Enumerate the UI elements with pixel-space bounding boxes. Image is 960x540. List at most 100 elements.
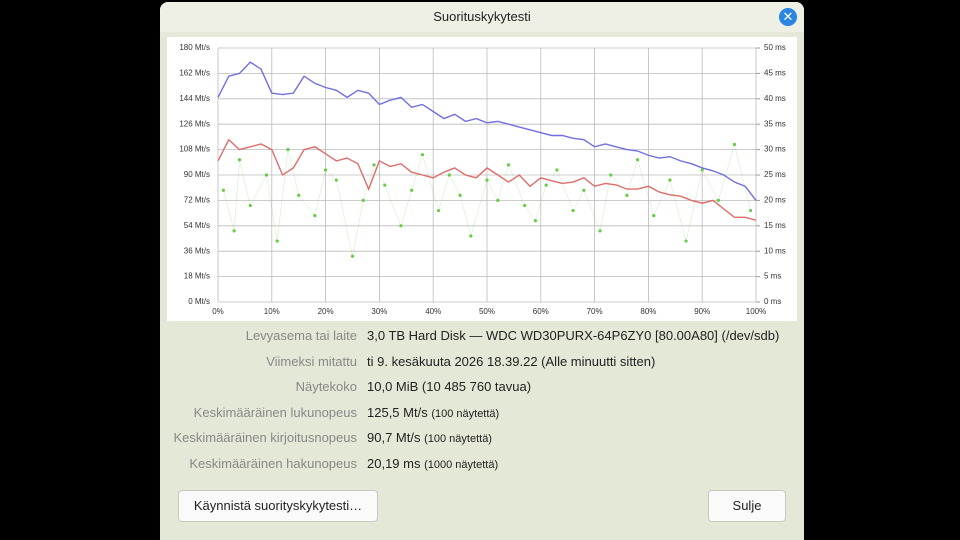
seek-point — [749, 208, 753, 213]
y2-tick-label: 0 ms — [764, 297, 781, 306]
close-icon[interactable]: ✕ — [779, 8, 797, 26]
seek-point — [523, 203, 527, 208]
seek-point — [625, 193, 629, 197]
info-value: 125,5 Mt/s — [367, 404, 428, 420]
x-tick-label: 20% — [318, 307, 334, 316]
start-button[interactable]: Käynnistä suorityskykytesti… — [178, 490, 378, 522]
y-tick-label: 36 Mt/s — [184, 246, 210, 255]
seek-point — [652, 214, 656, 218]
seek-point — [313, 214, 317, 218]
seek-point — [436, 208, 441, 213]
info-value-wrap: 125,5 Mt/s (100 näytettä) — [367, 405, 499, 420]
seek-point — [221, 188, 225, 192]
seek-point — [458, 193, 462, 197]
info-value-wrap: 20,19 ms (1000 näytettä) — [367, 456, 498, 471]
seek-point — [571, 208, 575, 213]
dialog-title: Suorituskykytesti — [433, 9, 531, 24]
x-tick-label: 80% — [640, 307, 656, 316]
seek-point — [420, 153, 425, 157]
seek-point — [372, 163, 376, 167]
info-note: (100 näytettä) — [431, 407, 500, 420]
info-value-wrap: 90,7 Mt/s (100 näytettä) — [367, 430, 492, 445]
info-label: Keskimääräinen hakunopeus — [189, 456, 357, 471]
y2-tick-label: 40 ms — [764, 94, 786, 103]
y2-tick-label: 45 ms — [764, 69, 786, 78]
x-tick-label: 70% — [587, 307, 603, 316]
y-tick-label: 72 Mt/s — [184, 196, 210, 205]
seek-trace — [223, 143, 751, 257]
rate-line — [217, 61, 757, 201]
dialog: Suorituskykytesti ✕ 0 Mt/s 18 Mt/s 36 Mt/s… — [160, 2, 804, 540]
y2-tick-label: 5 ms — [764, 272, 781, 281]
x-tick-label: 60% — [533, 307, 549, 316]
info-note: (100 näytettä) — [424, 433, 492, 446]
seek-point — [533, 219, 538, 223]
seek-point — [410, 188, 414, 192]
info-value: 20,19 ms — [367, 456, 421, 471]
info-label: Keskimääräinen kirjoitusnopeus — [173, 430, 357, 446]
chart: 0 Mt/s 18 Mt/s 36 Mt/s 54 Mt/s 72 Mt/s 90 Mt/… — [167, 37, 797, 321]
info-row: Keskimääräinen kirjoitusnopeus 90,7 Mt/s … — [160, 430, 804, 448]
seek-point — [668, 178, 672, 182]
x-tick-label: 50% — [479, 307, 495, 316]
seek-point — [598, 229, 602, 233]
info-label: Viimeksi mitattu — [266, 353, 357, 369]
x-tick-label: 10% — [264, 307, 280, 316]
y2-tick-label: 35 ms — [764, 119, 786, 128]
close-button[interactable]: Sulje — [708, 490, 786, 522]
info-label: Näytekoko — [295, 379, 357, 395]
info-row: Viimeksi mitattu ti 9. kesäkuuta 2026 18.… — [160, 354, 804, 372]
info-label: Levyasema tai laite — [245, 328, 357, 343]
seek-point — [732, 142, 737, 147]
info-row: Keskimääräinen lukunopeus 125,5 Mt/s (100… — [160, 405, 804, 423]
info-row: Keskimääräinen hakunopeus 20,19 ms (1000 … — [160, 456, 804, 474]
seek-point — [350, 254, 355, 258]
seek-point — [636, 158, 640, 162]
seek-point — [297, 193, 301, 197]
info-row: Levyasema tai laite 3,0 TB Hard Disk — WD… — [160, 328, 804, 346]
info-value: 90,7 Mt/s — [367, 430, 421, 446]
y-tick-label: 162 Mt/s — [179, 69, 210, 78]
seek-point — [334, 178, 338, 182]
seek-point — [264, 173, 269, 177]
info-label: Keskimääräinen lukunopeus — [193, 404, 357, 420]
seek-point — [275, 239, 279, 243]
rate-line — [217, 138, 757, 221]
x-tick-label: 0% — [212, 307, 224, 316]
seek-point — [485, 178, 489, 182]
info-note: (1000 näytettä) — [424, 459, 499, 471]
x-tick-label: 100% — [746, 307, 766, 316]
seek-point — [716, 198, 720, 202]
y2-tick-label: 30 ms — [764, 145, 786, 154]
seek-point — [324, 168, 328, 172]
x-tick-label: 40% — [425, 307, 441, 316]
seek-point — [232, 229, 236, 233]
y-tick-label: 126 Mt/s — [179, 119, 210, 128]
seek-point — [582, 188, 586, 192]
y-tick-label: 90 Mt/s — [184, 170, 210, 179]
info-row: Näytekoko 10,0 MiB (10 485 760 tavua) — [160, 379, 804, 397]
seek-point — [506, 163, 511, 167]
info-value: ti 9. kesäkuuta 2026 18.39.22 (Alle minu… — [367, 353, 656, 369]
y2-tick-label: 10 ms — [764, 246, 786, 255]
y-tick-label: 0 Mt/s — [188, 297, 210, 306]
y2-tick-label: 20 ms — [764, 196, 786, 205]
info-value: 10,0 MiB (10 485 760 tavua) — [367, 379, 532, 395]
seek-point — [383, 183, 387, 187]
y-tick-label: 108 Mt/s — [179, 145, 210, 154]
seek-point — [555, 168, 559, 172]
y2-tick-label: 25 ms — [764, 170, 786, 179]
x-tick-label: 90% — [694, 307, 710, 316]
x-tick-label: 30% — [371, 307, 387, 316]
seek-point — [361, 198, 365, 202]
title-bar: Suorituskykytesti — [160, 2, 804, 32]
seek-point — [248, 203, 252, 208]
seek-point — [399, 224, 403, 228]
y-tick-label: 54 Mt/s — [184, 221, 210, 230]
info-value: 3,0 TB Hard Disk — WDC WD30PURX-64P6ZY0 … — [367, 328, 780, 343]
seek-point — [609, 173, 613, 177]
seek-point — [700, 168, 704, 172]
seek-point — [286, 148, 290, 152]
seek-point — [684, 239, 688, 243]
